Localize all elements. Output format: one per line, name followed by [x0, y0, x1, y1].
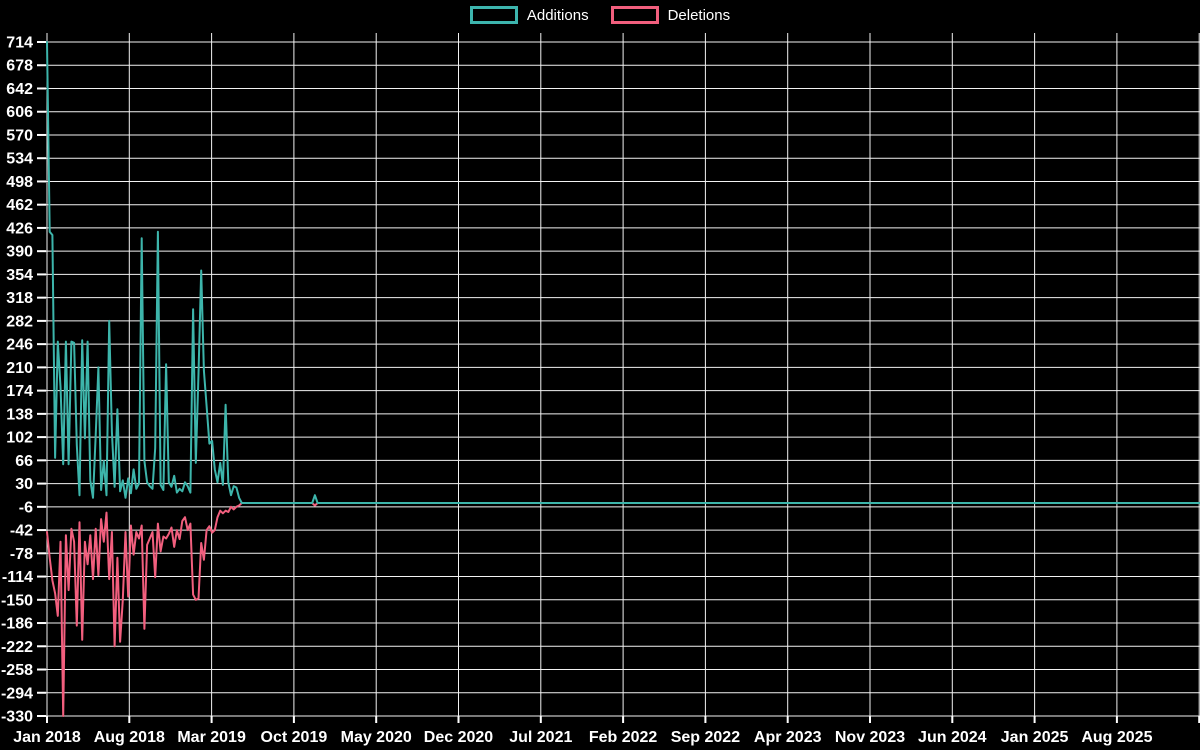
y-axis-label: 174: [6, 383, 33, 400]
y-axis-label: -150: [1, 592, 33, 609]
y-axis-label: -114: [2, 569, 33, 586]
y-axis-label: 102: [6, 430, 33, 447]
y-axis-label: 210: [6, 360, 33, 377]
x-axis-label: Feb 2022: [589, 729, 658, 746]
additions-swatch-icon: [469, 6, 518, 24]
x-axis-label: Mar 2019: [177, 729, 246, 746]
y-axis-label: 462: [6, 197, 33, 214]
x-axis-label: Jan 2025: [1001, 729, 1069, 746]
y-axis-label: 642: [6, 81, 33, 98]
x-axis-labels: Jan 2018 Aug 2018 Mar 2019 Oct 2019 May 2020…: [13, 729, 1152, 746]
y-axis-label: 570: [6, 127, 33, 144]
y-axis-label: 246: [6, 337, 33, 354]
y-axis-label: -258: [1, 662, 33, 679]
y-axis-label: -330: [1, 709, 33, 726]
deletions-swatch-icon: [610, 6, 659, 24]
y-axis-label: 498: [6, 174, 33, 191]
legend-label-additions: Additions: [526, 6, 589, 24]
y-axis-labels: 714 678 642 606 570 534 498 462 426 390 354 318 282 2…: [1, 35, 33, 726]
y-axis-label: 66: [15, 453, 33, 470]
x-axis-label: Jan 2018: [13, 729, 81, 746]
data-series: [46, 41, 1200, 717]
x-axis-label: Jul 2021: [509, 729, 572, 746]
y-axis-label: -186: [1, 616, 33, 633]
legend-item-deletions[interactable]: Deletions: [610, 6, 731, 24]
y-axis-label: 714: [6, 35, 33, 52]
x-axis-tick-marks: [46, 716, 1200, 723]
x-axis-label: Jun 2024: [918, 729, 987, 746]
y-axis-label: -42: [10, 523, 33, 540]
x-axis-label: Aug 2025: [1081, 729, 1152, 746]
x-axis-label: Oct 2019: [261, 729, 328, 746]
x-axis-label: Aug 2018: [94, 729, 165, 746]
additions-line[interactable]: [46, 41, 1200, 504]
y-axis-label: 30: [15, 476, 33, 493]
y-axis-label: -6: [19, 499, 33, 516]
legend-item-additions[interactable]: Additions: [469, 6, 589, 24]
y-axis-tick-marks: [37, 41, 46, 717]
y-axis-label: -294: [1, 685, 33, 702]
y-axis-label: 390: [6, 244, 33, 261]
y-axis-label: 318: [6, 290, 33, 307]
x-axis-label: Sep 2022: [671, 729, 740, 746]
y-axis-label: 354: [6, 267, 33, 284]
x-axis-label: Dec 2020: [424, 729, 493, 746]
y-axis-label: 534: [6, 151, 33, 168]
y-axis-label: 138: [6, 406, 33, 423]
y-axis-label: -78: [10, 546, 33, 563]
legend: Additions Deletions: [0, 6, 1200, 24]
y-axis-label: 678: [6, 58, 33, 75]
y-axis-label: 282: [6, 313, 33, 330]
y-axis-label: 606: [6, 104, 33, 121]
vertical-gridlines: [46, 33, 1200, 716]
y-axis-label: 426: [6, 220, 33, 237]
x-axis-label: May 2020: [341, 729, 412, 746]
x-axis-label: Nov 2023: [835, 729, 905, 746]
legend-label-deletions: Deletions: [667, 6, 731, 24]
y-axis-label: -222: [1, 639, 33, 656]
x-axis-label: Apr 2023: [754, 729, 822, 746]
